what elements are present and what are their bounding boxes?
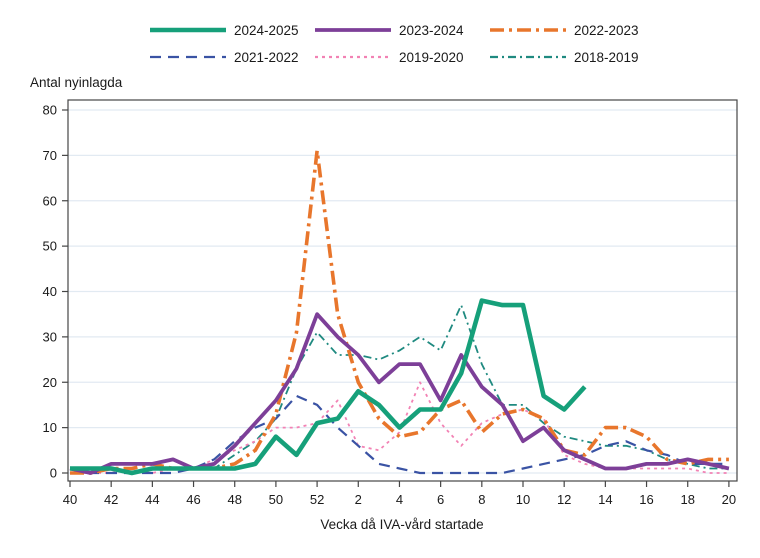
legend-item-2019-2020: 2019-2020 xyxy=(315,50,464,65)
x-tick-label: 2 xyxy=(355,492,362,507)
x-tick-label: 48 xyxy=(227,492,241,507)
y-tick-label: 20 xyxy=(43,375,57,390)
y-tick-label: 30 xyxy=(43,329,57,344)
gridline-layer xyxy=(68,109,737,474)
legend-label-2019-2020: 2019-2020 xyxy=(399,50,464,65)
x-tick-label: 12 xyxy=(557,492,571,507)
legend-item-2022-2023: 2022-2023 xyxy=(490,23,639,38)
legend-item-2024-2025: 2024-2025 xyxy=(150,23,299,38)
legend-item-2021-2022: 2021-2022 xyxy=(150,50,299,65)
x-tick-label: 6 xyxy=(437,492,444,507)
legend-label-2022-2023: 2022-2023 xyxy=(574,23,639,38)
y-tick-label: 60 xyxy=(43,193,57,208)
series-line-2021-2022 xyxy=(70,394,729,475)
y-tick-label: 0 xyxy=(50,466,57,481)
legend-label-2024-2025: 2024-2025 xyxy=(234,23,299,38)
series-line-2018-2019 xyxy=(70,304,729,474)
y-tick-label: 10 xyxy=(43,420,57,435)
plot-border xyxy=(67,99,738,482)
x-tick-label: 20 xyxy=(722,492,736,507)
series-layer xyxy=(69,149,730,476)
y-tick-label: 80 xyxy=(43,103,57,118)
x-tick-label: 52 xyxy=(310,492,324,507)
x-tick-label: 8 xyxy=(478,492,485,507)
x-tick-label: 16 xyxy=(639,492,653,507)
x-tick-label: 18 xyxy=(680,492,694,507)
legend-label-2018-2019: 2018-2019 xyxy=(574,50,639,65)
x-tick-label: 44 xyxy=(145,492,159,507)
x-tick-label: 50 xyxy=(269,492,283,507)
x-tick-label: 42 xyxy=(104,492,118,507)
x-tick-label: 40 xyxy=(63,492,77,507)
y-tick-label: 70 xyxy=(43,148,57,163)
x-tick-label: 4 xyxy=(396,492,403,507)
y-tick-label: 50 xyxy=(43,239,57,254)
legend-item-2023-2024: 2023-2024 xyxy=(315,23,464,38)
legend-label-2023-2024: 2023-2024 xyxy=(399,23,464,38)
x-tick-label: 10 xyxy=(516,492,530,507)
x-tick-label: 46 xyxy=(186,492,200,507)
y-tick-label: 40 xyxy=(43,284,57,299)
x-tick-label: 14 xyxy=(598,492,612,507)
legend-label-2021-2022: 2021-2022 xyxy=(234,50,299,65)
chart-legend: 2024-2025 2023-2024 2022-2023 2021-2022 2019… xyxy=(150,23,639,65)
series-line-2023-2024 xyxy=(69,312,730,475)
x-axis-title: Vecka då IVA-vård startade xyxy=(320,517,483,532)
series-line-2024-2025 xyxy=(70,298,587,476)
y-axis-title: Antal nyinlagda xyxy=(30,75,123,90)
legend-item-2018-2019: 2018-2019 xyxy=(490,50,639,65)
